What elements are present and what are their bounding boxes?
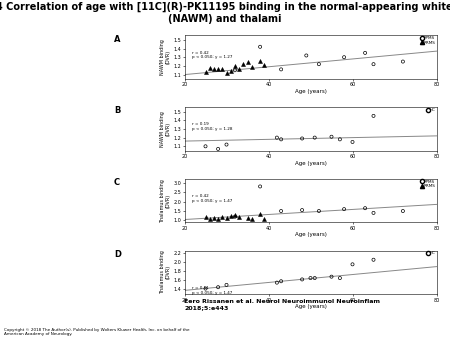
- Text: r = 0.51
p < 0.050; y = 1.47: r = 0.51 p < 0.050; y = 1.47: [192, 286, 233, 295]
- Point: [341, 54, 348, 60]
- Point: [256, 58, 264, 64]
- Point: [248, 216, 255, 221]
- Point: [219, 214, 226, 219]
- Point: [215, 146, 222, 152]
- Point: [361, 50, 369, 55]
- Text: D: D: [114, 250, 121, 259]
- Legend: PPMS, RRMS: PPMS, RRMS: [421, 179, 436, 189]
- Y-axis label: NAWM binding
(DVR): NAWM binding (DVR): [160, 111, 171, 147]
- Point: [273, 135, 280, 140]
- Point: [223, 282, 230, 288]
- Point: [215, 216, 222, 221]
- Point: [235, 66, 243, 71]
- Point: [244, 215, 251, 220]
- Text: r = 0.19
p < 0.050; y = 1.28: r = 0.19 p < 0.050; y = 1.28: [192, 122, 233, 131]
- Y-axis label: NAWM binding
(DVR): NAWM binding (DVR): [160, 39, 171, 75]
- Point: [370, 210, 377, 216]
- Text: r = 0.42
p < 0.050; y = 1.47: r = 0.42 p < 0.050; y = 1.47: [192, 194, 233, 203]
- Y-axis label: Thalamus binding
(DVR): Thalamus binding (DVR): [160, 250, 171, 294]
- Point: [202, 286, 209, 291]
- Point: [370, 257, 377, 262]
- Point: [256, 184, 264, 189]
- Point: [278, 137, 285, 142]
- Point: [298, 208, 306, 213]
- Text: A: A: [114, 34, 121, 44]
- Y-axis label: Thalamus binding
(DVR): Thalamus binding (DVR): [160, 179, 171, 222]
- Point: [298, 136, 306, 141]
- Point: [231, 214, 239, 219]
- X-axis label: Age (years): Age (years): [295, 304, 326, 309]
- Point: [240, 62, 247, 67]
- Point: [349, 139, 356, 145]
- Text: Eero Rissanen et al. Neurol Neuroimmunol Neuroinflam
2018;5:e443: Eero Rissanen et al. Neurol Neuroimmunol…: [184, 299, 381, 310]
- Point: [303, 53, 310, 58]
- Point: [336, 275, 343, 281]
- Point: [370, 113, 377, 119]
- Point: [256, 212, 264, 217]
- Point: [223, 70, 230, 76]
- Point: [341, 207, 348, 212]
- Point: [328, 134, 335, 140]
- Point: [311, 135, 318, 140]
- Point: [206, 216, 213, 221]
- Point: [315, 62, 323, 67]
- Point: [399, 208, 406, 214]
- Point: [202, 144, 209, 149]
- Point: [278, 208, 285, 214]
- Point: [227, 68, 234, 74]
- Point: [227, 213, 234, 218]
- Point: [231, 68, 239, 73]
- Point: [202, 214, 209, 219]
- Point: [399, 59, 406, 64]
- Point: [210, 215, 217, 220]
- Point: [206, 65, 213, 70]
- Point: [231, 63, 239, 69]
- Text: Copyright © 2018 The Author(s). Published by Wolters Kluwer Health, Inc. on beha: Copyright © 2018 The Author(s). Publishe…: [4, 328, 190, 336]
- X-axis label: Age (years): Age (years): [295, 161, 326, 166]
- Point: [307, 275, 314, 281]
- Point: [256, 44, 264, 49]
- Text: C: C: [114, 178, 120, 187]
- Legend: HC: HC: [428, 251, 436, 256]
- Text: B: B: [114, 106, 120, 115]
- Text: (NAWM) and thalami: (NAWM) and thalami: [168, 14, 282, 24]
- X-axis label: Age (years): Age (years): [295, 89, 326, 94]
- Point: [248, 64, 255, 70]
- Point: [202, 69, 209, 75]
- Point: [361, 206, 369, 211]
- Legend: HC: HC: [428, 107, 436, 113]
- Point: [231, 213, 239, 218]
- X-axis label: Age (years): Age (years): [295, 232, 326, 237]
- Point: [223, 215, 230, 220]
- Point: [328, 274, 335, 280]
- Point: [278, 67, 285, 72]
- Text: r = 0.42
p < 0.050; y = 1.27: r = 0.42 p < 0.050; y = 1.27: [192, 51, 233, 59]
- Point: [223, 142, 230, 147]
- Point: [370, 62, 377, 67]
- Point: [244, 60, 251, 65]
- Point: [261, 62, 268, 68]
- Point: [261, 216, 268, 221]
- Point: [349, 262, 356, 267]
- Legend: PPMS, RRMS: PPMS, RRMS: [421, 36, 436, 45]
- Point: [215, 67, 222, 72]
- Point: [298, 277, 306, 282]
- Point: [311, 275, 318, 281]
- Point: [315, 208, 323, 214]
- Point: [210, 66, 217, 71]
- Point: [235, 214, 243, 220]
- Point: [219, 66, 226, 71]
- Text: Figure 4 Correlation of age with [11C](R)-PK11195 binding in the normal-appearin: Figure 4 Correlation of age with [11C](R…: [0, 2, 450, 12]
- Point: [215, 285, 222, 290]
- Point: [336, 137, 343, 142]
- Point: [278, 279, 285, 284]
- Point: [273, 280, 280, 285]
